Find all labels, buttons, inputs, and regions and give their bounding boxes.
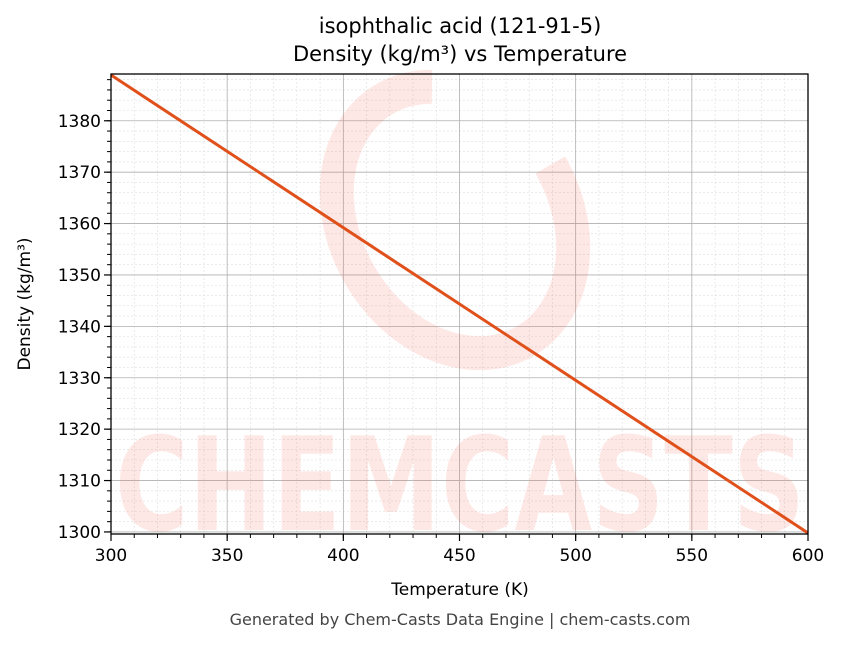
- density-line: [110, 73, 809, 535]
- chart-title: isophthalic acid (121-91-5): [319, 14, 602, 38]
- x-tick-label: 550: [676, 546, 708, 566]
- x-tick-label: 350: [211, 546, 243, 566]
- y-tick-label: 1350: [58, 266, 101, 286]
- x-tick-label: 450: [443, 546, 475, 566]
- x-tick-label: 300: [95, 546, 127, 566]
- axis-ticks: 300 350 400 450 500 550 600 1300 1310 1320 1330 134…: [58, 79, 824, 566]
- y-tick-label: 1320: [58, 420, 101, 440]
- grid: [110, 74, 809, 534]
- y-tick-label: 1330: [58, 369, 101, 389]
- y-tick-label: 1380: [58, 112, 101, 132]
- y-tick-label: 1370: [58, 163, 101, 183]
- y-tick-label: 1360: [58, 215, 101, 235]
- x-tick-label: 600: [792, 546, 824, 566]
- x-tick-label: 400: [327, 546, 359, 566]
- plot-frame: [110, 73, 809, 535]
- y-tick-label: 1300: [58, 523, 101, 543]
- chart-subtitle: Density (kg/m³) vs Temperature: [293, 42, 627, 66]
- x-axis-label: Temperature (K): [390, 580, 529, 600]
- footer-credit: Generated by Chem-Casts Data Engine | ch…: [230, 610, 691, 629]
- y-tick-label: 1310: [58, 472, 101, 492]
- y-axis-label: Density (kg/m³): [15, 237, 35, 370]
- watermark: CHEMCASTS: [115, 69, 805, 561]
- y-tick-label: 1340: [58, 317, 101, 337]
- x-tick-label: 500: [559, 546, 591, 566]
